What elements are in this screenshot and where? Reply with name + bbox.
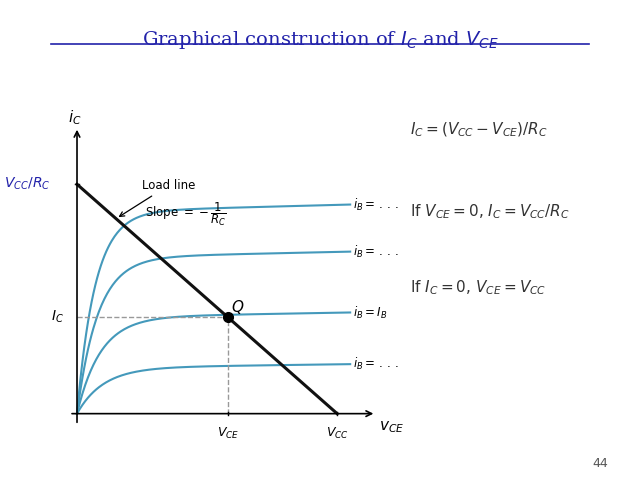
Text: Graphical construction of $I_C$ and $V_{CE}$: Graphical construction of $I_C$ and $V_{… [141, 29, 499, 51]
Text: 44: 44 [592, 457, 608, 470]
Text: $i_B = \,.\,.\,.$: $i_B = \,.\,.\,.$ [353, 243, 399, 260]
Text: $i_B = \,.\,.\,.$: $i_B = \,.\,.\,.$ [353, 196, 399, 213]
Text: If $V_{CE} = 0$, $I_C = V_{CC}/R_C$: If $V_{CE} = 0$, $I_C = V_{CC}/R_C$ [410, 202, 570, 220]
Text: $i_B = \,.\,.\,.$: $i_B = \,.\,.\,.$ [353, 356, 399, 372]
Text: $V_{CE}$: $V_{CE}$ [217, 426, 239, 442]
Text: $i_C$: $i_C$ [68, 108, 81, 127]
Text: $I_C = (V_{CC} - V_{CE})/R_C$: $I_C = (V_{CC} - V_{CE})/R_C$ [410, 120, 547, 139]
Text: Load line: Load line [120, 179, 195, 216]
Text: If $I_C = 0$, $V_{CE} = V_{CC}$: If $I_C = 0$, $V_{CE} = V_{CC}$ [410, 279, 546, 297]
Text: $V_{CC}$: $V_{CC}$ [326, 426, 349, 442]
Text: $I_C$: $I_C$ [51, 309, 64, 325]
Text: Slope $= -\dfrac{1}{R_C}$: Slope $= -\dfrac{1}{R_C}$ [145, 200, 226, 228]
Text: $v_{CE}$: $v_{CE}$ [379, 420, 404, 435]
Text: $V_{CC}/R_C$: $V_{CC}/R_C$ [4, 176, 51, 192]
Text: Q: Q [231, 300, 243, 314]
Text: $i_B = I_B$: $i_B = I_B$ [353, 304, 387, 321]
